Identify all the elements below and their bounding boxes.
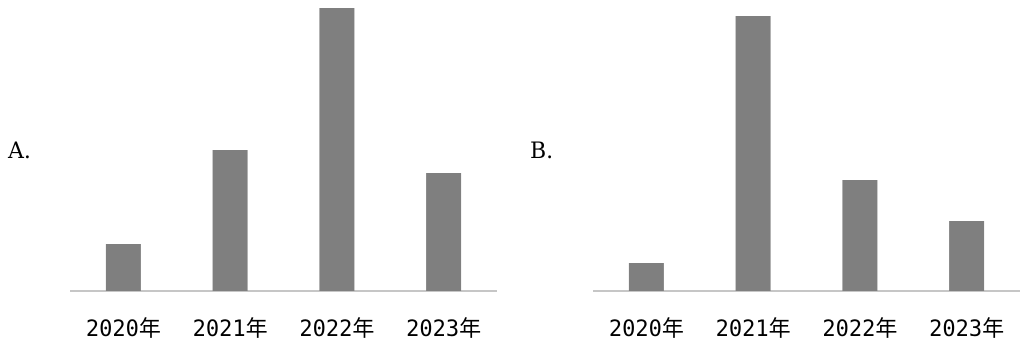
chart-a-bar-3	[426, 173, 461, 291]
chart-b-tick-label-3: 2023年	[929, 317, 1004, 342]
chart-a-tick-label-3: 2023年	[406, 317, 481, 342]
chart-a-tick-label-1: 2021年	[193, 317, 268, 342]
chart-b-tick-label-0: 2020年	[609, 317, 684, 342]
chart-b: B. 2020年 2021年 2022年 2023年	[530, 16, 1020, 342]
chart-a: A. 2020年 2021年 2022年 2023年	[7, 8, 497, 342]
chart-a-tick-label-0: 2020年	[86, 317, 161, 342]
chart-b-bar-3	[949, 221, 984, 291]
chart-a-option-label: A.	[7, 139, 31, 164]
chart-b-bar-2	[842, 180, 877, 291]
chart-a-bar-0	[106, 244, 141, 291]
chart-b-tick-label-2: 2022年	[822, 317, 897, 342]
chart-b-bar-0	[629, 263, 664, 291]
chart-b-bars	[629, 16, 984, 291]
chart-b-bar-1	[736, 16, 771, 291]
chart-a-tick-label-2: 2022年	[299, 317, 374, 342]
chart-a-bar-1	[213, 150, 248, 291]
chart-a-bar-2	[319, 8, 354, 291]
chart-b-tick-label-1: 2021年	[716, 317, 791, 342]
chart-b-option-label: B.	[530, 139, 553, 164]
chart-b-tick-labels: 2020年 2021年 2022年 2023年	[609, 317, 1004, 342]
chart-a-tick-labels: 2020年 2021年 2022年 2023年	[86, 317, 481, 342]
chart-a-bars	[106, 8, 461, 291]
